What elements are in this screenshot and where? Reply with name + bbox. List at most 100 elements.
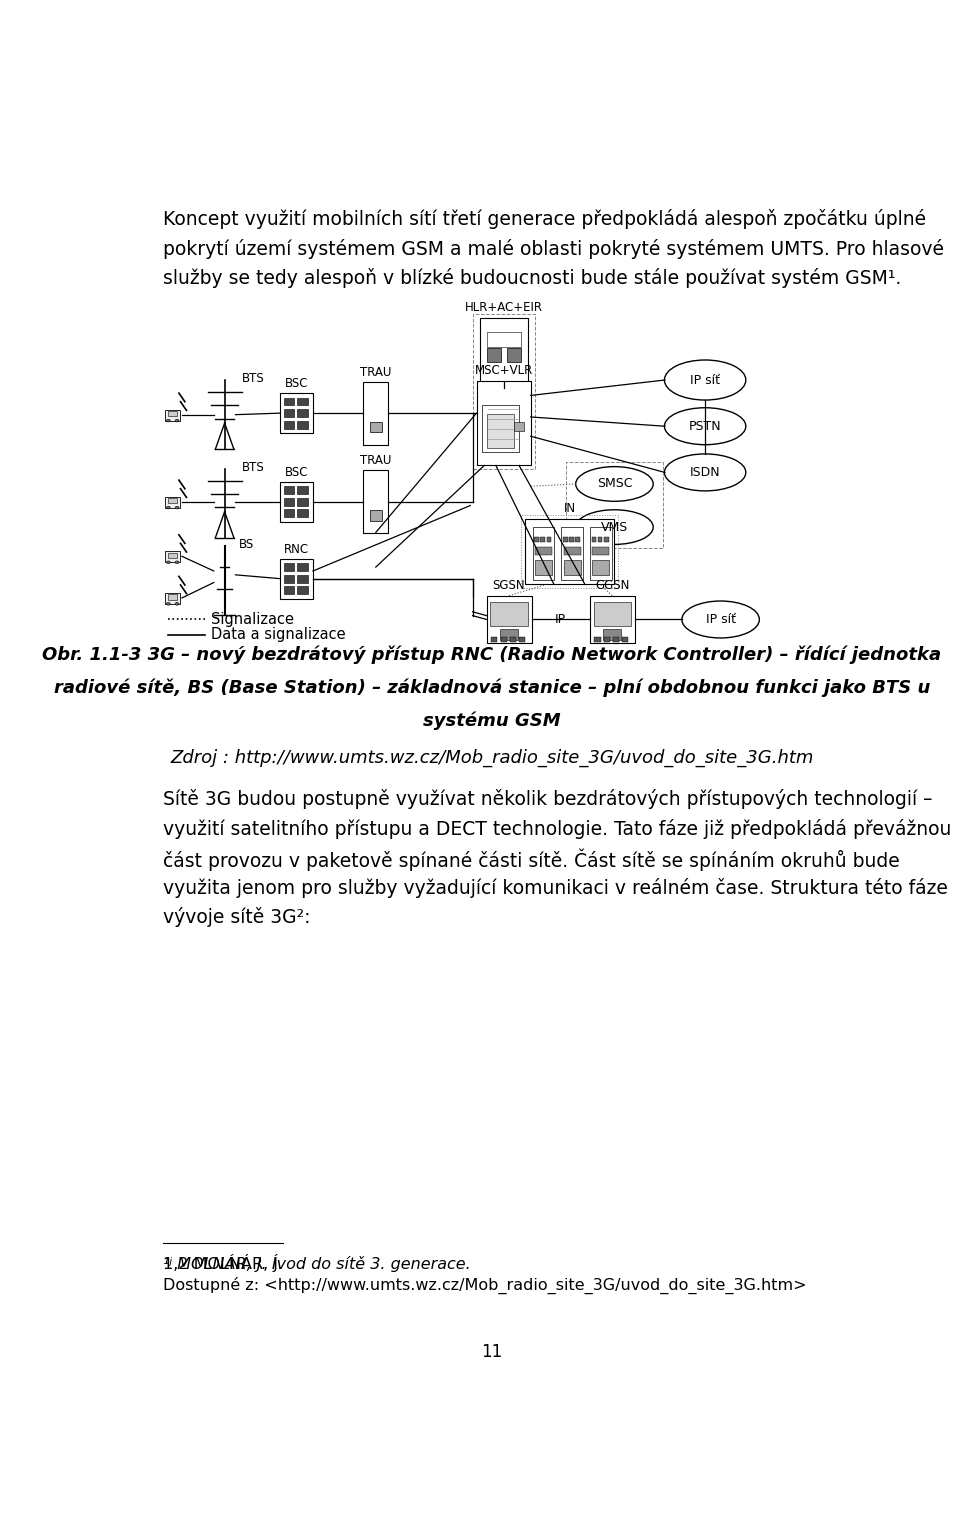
Bar <box>564 547 581 555</box>
Bar <box>298 509 308 516</box>
Text: ISDN: ISDN <box>690 466 720 480</box>
Bar <box>515 421 524 430</box>
Text: IP síť: IP síť <box>690 373 720 386</box>
Bar <box>363 381 388 444</box>
Ellipse shape <box>576 467 653 501</box>
Bar <box>283 421 295 429</box>
Bar <box>593 603 631 627</box>
Text: Sítě 3G budou postupně využívat několik bezdrátových přístupových technologií –: Sítě 3G budou postupně využívat několik … <box>162 788 932 808</box>
Ellipse shape <box>664 360 746 400</box>
Text: IP: IP <box>555 613 566 626</box>
Text: Signalizace: Signalizace <box>210 612 294 627</box>
Text: Obr. 1.1-3 3G – nový bezdrátový přístup RNC (Radio Network Controller) – řídící : Obr. 1.1-3 3G – nový bezdrátový přístup … <box>42 646 942 664</box>
Bar <box>492 638 497 642</box>
Bar <box>298 409 308 417</box>
Text: BTS: BTS <box>242 461 264 473</box>
Bar <box>562 527 583 579</box>
Bar <box>491 603 528 627</box>
Text: 1,2 MOLNÁR, J.: 1,2 MOLNÁR, J. <box>162 1254 288 1273</box>
Ellipse shape <box>175 420 179 423</box>
Bar <box>564 559 581 575</box>
Bar <box>589 596 635 644</box>
Ellipse shape <box>576 510 653 544</box>
Text: TRAU: TRAU <box>360 455 392 467</box>
Bar <box>476 381 531 466</box>
Bar <box>283 509 295 516</box>
Bar <box>165 552 180 563</box>
Text: služby se tedy alespoň v blízké budoucnosti bude stále používat systém GSM¹.: služby se tedy alespoň v blízké budoucno… <box>162 269 900 289</box>
Text: Data a signalizace: Data a signalizace <box>210 627 346 642</box>
Text: BTS: BTS <box>242 372 264 384</box>
Bar <box>598 538 603 543</box>
Bar <box>540 538 545 543</box>
Text: 11: 11 <box>481 1343 503 1362</box>
Bar <box>298 498 308 506</box>
Bar <box>370 510 382 521</box>
Bar <box>487 413 515 447</box>
Text: VMS: VMS <box>601 521 628 533</box>
Bar <box>280 481 313 521</box>
Ellipse shape <box>664 453 746 490</box>
Text: systému GSM: systému GSM <box>423 712 561 730</box>
Ellipse shape <box>175 506 179 509</box>
Bar <box>594 638 601 642</box>
Bar <box>575 538 580 543</box>
Bar <box>482 404 519 452</box>
Bar <box>280 558 313 599</box>
Bar <box>168 595 177 599</box>
Bar <box>533 527 554 579</box>
Bar <box>510 638 516 642</box>
Bar <box>487 349 500 363</box>
Text: SMSC: SMSC <box>597 478 633 490</box>
Text: využití satelitního přístupu a DECT technologie. Tato fáze již předpokládá převá: využití satelitního přístupu a DECT tech… <box>162 819 951 839</box>
Ellipse shape <box>166 420 170 423</box>
Text: GGSN: GGSN <box>595 579 630 592</box>
Bar <box>363 470 388 533</box>
Text: Zdroj : http://www.umts.wz.cz/Mob_radio_site_3G/uvod_do_site_3G.htm: Zdroj : http://www.umts.wz.cz/Mob_radio_… <box>170 749 814 767</box>
Bar <box>283 486 295 493</box>
Bar <box>569 538 574 543</box>
Bar <box>604 538 609 543</box>
Bar <box>521 515 618 589</box>
Text: RNC: RNC <box>284 543 309 556</box>
Bar <box>622 638 629 642</box>
Bar <box>566 461 662 547</box>
Bar <box>168 553 177 558</box>
Text: vývoje sítě 3G²:: vývoje sítě 3G²: <box>162 907 310 927</box>
Bar <box>519 638 525 642</box>
Text: IP síť: IP síť <box>706 613 735 626</box>
Text: SGSN: SGSN <box>492 579 525 592</box>
Bar <box>591 538 596 543</box>
Bar <box>535 559 552 575</box>
Bar <box>535 547 552 555</box>
Bar <box>298 575 308 583</box>
Bar <box>283 398 295 406</box>
Ellipse shape <box>166 506 170 509</box>
Bar <box>592 547 610 555</box>
Bar <box>165 593 180 604</box>
Bar <box>480 318 528 389</box>
Bar <box>592 559 610 575</box>
Text: pokrytí území systémem GSM a malé oblasti pokryté systémem UMTS. Pro hlasové: pokrytí území systémem GSM a malé oblast… <box>162 238 944 258</box>
Text: HLR+AC+EIR: HLR+AC+EIR <box>465 301 542 314</box>
Bar <box>280 393 313 433</box>
Bar <box>298 563 308 570</box>
Text: MSC+VLR: MSC+VLR <box>474 364 533 377</box>
Bar <box>546 538 551 543</box>
Ellipse shape <box>175 561 179 564</box>
Text: ¹ʲ MOLNÁR, J. Ívod do sítě 3. generace.: ¹ʲ MOLNÁR, J. Ívod do sítě 3. generace. <box>162 1254 470 1273</box>
Text: Koncept využití mobilních sítí třetí generace předpokládá alespoň zpočátku úplné: Koncept využití mobilních sítí třetí gen… <box>162 209 925 229</box>
Bar <box>370 421 382 432</box>
Bar <box>612 638 619 642</box>
Bar <box>525 520 614 584</box>
Ellipse shape <box>175 603 179 606</box>
Bar <box>298 421 308 429</box>
Bar <box>298 587 308 595</box>
Bar <box>165 410 180 421</box>
Bar <box>298 398 308 406</box>
Bar <box>283 587 295 595</box>
Bar <box>168 498 177 503</box>
Text: část provozu v paketově spínané části sítě. Část sítě se spínáním okruhů bude: část provozu v paketově spínané části sí… <box>162 848 900 870</box>
Text: PSTN: PSTN <box>689 420 721 433</box>
Bar <box>534 538 539 543</box>
